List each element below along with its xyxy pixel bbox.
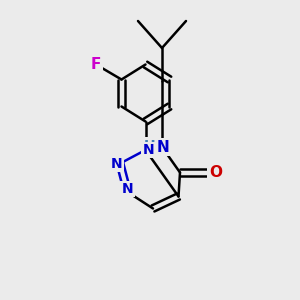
Text: N: N: [143, 143, 154, 157]
Text: H: H: [144, 139, 156, 152]
Text: F: F: [91, 57, 101, 72]
Text: N: N: [111, 157, 123, 170]
Text: N: N: [157, 140, 170, 154]
Text: O: O: [209, 165, 223, 180]
Text: N: N: [122, 182, 133, 196]
